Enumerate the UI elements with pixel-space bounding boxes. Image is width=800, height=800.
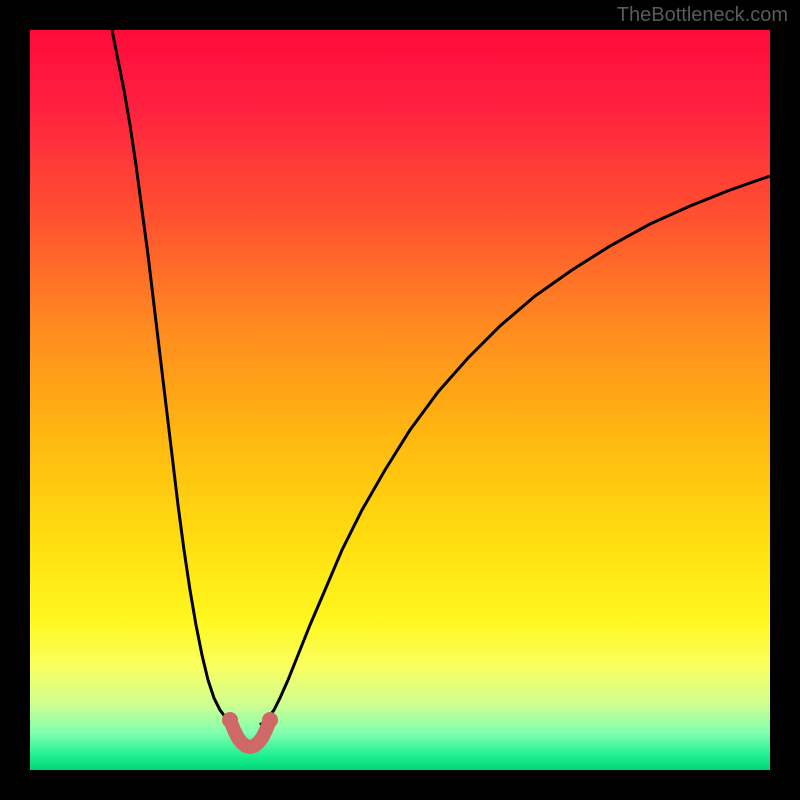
optimal-marker-dots: [222, 712, 278, 728]
curve-layer: [30, 30, 770, 770]
bottleneck-curve-right: [260, 176, 770, 725]
watermark-text: TheBottleneck.com: [617, 4, 788, 27]
bottleneck-curve-left: [112, 30, 234, 725]
plot-area: [30, 30, 770, 770]
